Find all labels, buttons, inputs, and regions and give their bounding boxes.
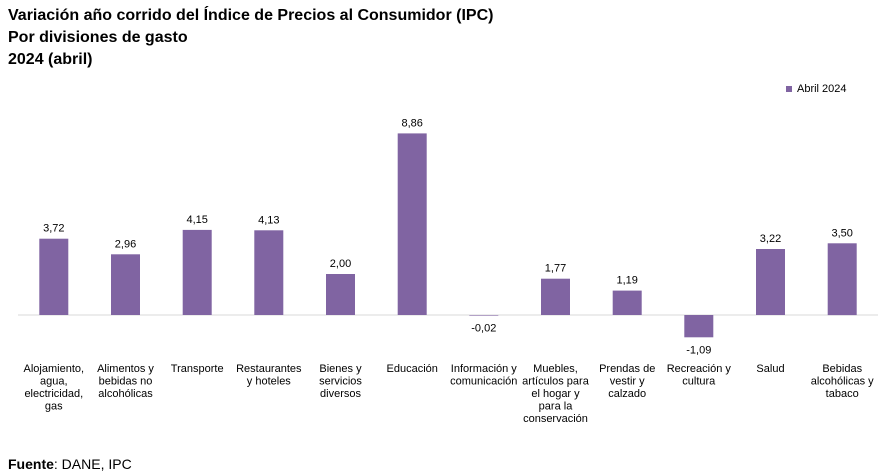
bar <box>254 230 284 315</box>
category-label: Bebidas alcohólicas y tabaco <box>811 363 874 400</box>
source-text: : DANE, IPC <box>53 456 132 472</box>
category-label: Bienes y servicios diversos <box>319 363 362 400</box>
category-label: Muebles, artículos para el hogar y para la c… <box>522 363 590 425</box>
data-label: 3,50 <box>831 227 852 239</box>
chart-title: Variación año corrido del Índice de Prec… <box>8 7 494 24</box>
source-label: Fuente <box>8 456 54 472</box>
bar <box>397 133 427 315</box>
legend-swatch <box>786 86 792 92</box>
category-label: Información y comunicación <box>450 363 517 388</box>
data-label: 8,86 <box>401 117 422 129</box>
bar <box>756 249 785 315</box>
bar <box>326 274 355 315</box>
category-label: Alimentos y bebidas no alcohólicas <box>97 363 154 400</box>
bar <box>182 229 212 315</box>
category-label: Recreación y cultura <box>667 363 732 388</box>
bar <box>111 254 140 315</box>
chart-period: 2024 (abril) <box>8 51 93 68</box>
data-label: 4,13 <box>258 214 279 226</box>
category-label: Transporte <box>171 363 224 375</box>
data-label: 2,96 <box>115 238 136 250</box>
bar <box>469 315 499 316</box>
data-label: 3,22 <box>760 233 781 245</box>
data-label: 1,19 <box>616 275 637 287</box>
legend-label: Abril 2024 <box>797 83 847 95</box>
category-label: Salud <box>756 363 784 375</box>
source-note: Fuente: DANE, IPC <box>8 456 132 472</box>
category-label: Restaurantes y hoteles <box>236 363 302 388</box>
category-label: Educación <box>387 363 438 375</box>
bar <box>39 238 69 315</box>
data-label: 3,72 <box>43 223 64 235</box>
data-label: 2,00 <box>330 258 351 270</box>
chart-title-block: Variación año corrido del Índice de Prec… <box>8 5 493 71</box>
data-label: 4,15 <box>186 214 207 226</box>
category-label: Prendas de vestir y calzado <box>599 363 655 400</box>
bar <box>827 243 857 316</box>
chart-legend: Abril 2024 <box>786 83 847 95</box>
bar <box>541 278 570 315</box>
bar <box>684 315 714 338</box>
chart-subtitle: Por divisiones de gasto <box>8 29 188 46</box>
category-label: Alojamiento, agua, electricidad, gas <box>24 363 85 413</box>
data-label: -1,09 <box>686 344 711 356</box>
data-label: -0,02 <box>471 322 496 334</box>
bar <box>612 290 642 315</box>
data-label: 1,77 <box>545 263 566 275</box>
